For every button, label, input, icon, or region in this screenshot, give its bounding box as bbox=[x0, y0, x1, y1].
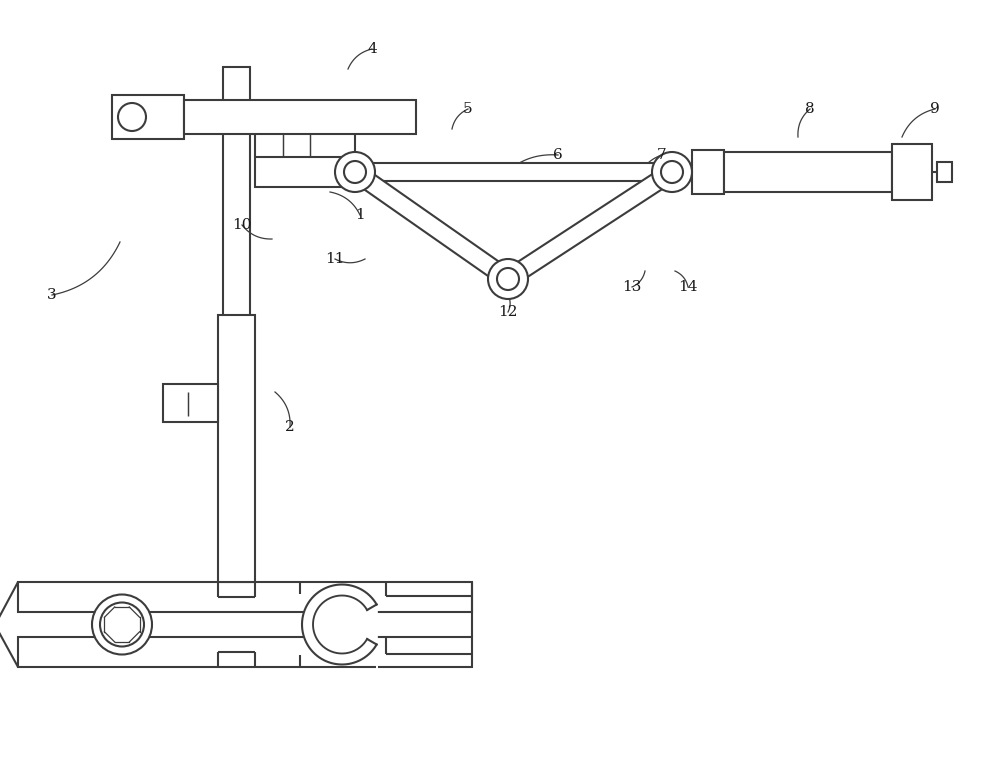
Text: 6: 6 bbox=[553, 148, 563, 162]
Bar bbox=[18, 582, 472, 612]
Circle shape bbox=[661, 161, 683, 183]
Bar bbox=[18, 637, 472, 667]
Bar bbox=[223, 67, 250, 105]
Circle shape bbox=[92, 594, 152, 654]
Text: 11: 11 bbox=[325, 252, 345, 266]
Bar bbox=[163, 384, 218, 422]
Text: 9: 9 bbox=[930, 102, 940, 116]
Bar bbox=[218, 315, 255, 582]
Text: 4: 4 bbox=[367, 42, 377, 56]
Circle shape bbox=[100, 602, 144, 646]
Circle shape bbox=[497, 268, 519, 290]
Polygon shape bbox=[355, 163, 672, 181]
Bar bbox=[892, 144, 932, 200]
Text: 10: 10 bbox=[232, 218, 252, 232]
Bar bbox=[184, 100, 416, 134]
Circle shape bbox=[652, 152, 692, 192]
Text: 1: 1 bbox=[355, 208, 365, 222]
Text: 7: 7 bbox=[657, 148, 667, 162]
Text: 5: 5 bbox=[463, 102, 473, 116]
Polygon shape bbox=[350, 165, 513, 287]
Text: 8: 8 bbox=[805, 102, 815, 116]
Circle shape bbox=[488, 259, 528, 299]
Text: 13: 13 bbox=[622, 280, 642, 294]
Bar bbox=[937, 162, 952, 182]
Text: 14: 14 bbox=[678, 280, 698, 294]
Circle shape bbox=[344, 161, 366, 183]
Polygon shape bbox=[503, 165, 677, 287]
Text: 12: 12 bbox=[498, 305, 518, 319]
Bar bbox=[112, 95, 184, 139]
Bar bbox=[255, 157, 355, 187]
Circle shape bbox=[335, 152, 375, 192]
Text: 2: 2 bbox=[285, 420, 295, 434]
Text: 3: 3 bbox=[47, 288, 57, 302]
Circle shape bbox=[118, 103, 146, 131]
Bar bbox=[724, 152, 892, 192]
Bar bbox=[692, 150, 724, 194]
